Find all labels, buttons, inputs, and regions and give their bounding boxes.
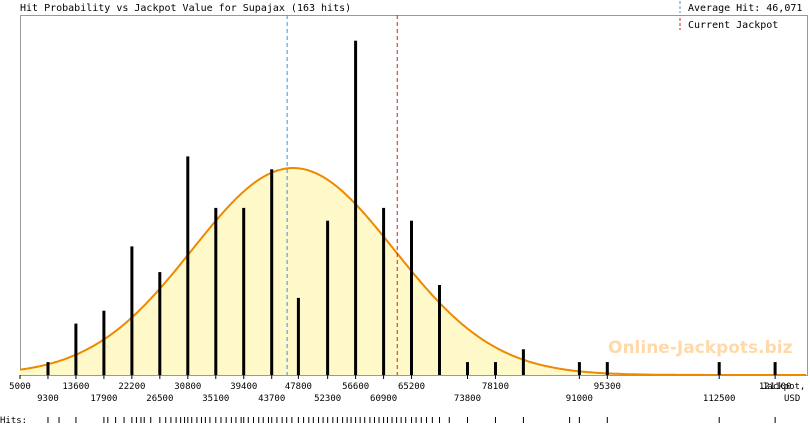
x-tick-label: 121100 xyxy=(759,382,792,392)
bar xyxy=(74,323,78,375)
x-axis-label: Jackpot, xyxy=(762,382,805,392)
bar xyxy=(102,310,106,375)
x-tick-label: 5000 xyxy=(9,382,31,392)
bar xyxy=(577,362,581,375)
bar xyxy=(521,349,525,375)
bar xyxy=(717,362,721,375)
bars-layer xyxy=(46,40,777,375)
x-tick-label: 73800 xyxy=(454,394,481,404)
bar xyxy=(466,362,469,375)
legend: Average Hit: 46,071 Current Jackpot xyxy=(678,0,810,31)
bar xyxy=(214,207,218,375)
bar xyxy=(354,40,358,375)
bar xyxy=(296,297,300,375)
x-tick-label: 47800 xyxy=(285,382,312,392)
bar xyxy=(382,207,386,375)
x-tick-label: 30800 xyxy=(174,382,201,392)
watermark: Online-Jackpots.biz xyxy=(608,338,793,358)
chart-title: Hit Probability vs Jackpot Value for Sup… xyxy=(20,3,351,14)
x-tick-label: 78100 xyxy=(482,382,509,392)
x-tick-label: 91000 xyxy=(566,394,593,404)
x-tick-label: 26500 xyxy=(146,394,173,404)
hits-label: Hits: xyxy=(0,416,27,425)
bar xyxy=(605,362,609,375)
x-tick-label: 9300 xyxy=(37,394,59,404)
x-axis: 5000 13600 22200 30800 39400 47800 56600 65200 7… xyxy=(9,375,791,404)
x-tick-label: 95300 xyxy=(594,382,621,392)
hits-rug xyxy=(47,417,776,423)
bar xyxy=(494,362,497,375)
legend-background xyxy=(678,0,810,14)
x-tick-label: 22200 xyxy=(118,382,145,392)
title-background xyxy=(18,0,380,14)
bar xyxy=(186,156,190,375)
x-tick-label: 13600 xyxy=(62,382,89,392)
x-tick-label: 43700 xyxy=(258,394,285,404)
x-tick-label: 112500 xyxy=(703,394,736,404)
x-tick-label: 39400 xyxy=(230,382,257,392)
x-tick-label: 65200 xyxy=(398,382,425,392)
bar xyxy=(46,362,50,375)
bar xyxy=(130,246,134,375)
x-tick-label: 17900 xyxy=(90,394,117,404)
bar xyxy=(438,285,441,375)
x-tick-label: 35100 xyxy=(202,394,229,404)
x-tick-label: 60900 xyxy=(370,394,397,404)
bar xyxy=(326,220,330,375)
x-tick-label: 56600 xyxy=(342,382,369,392)
x-tick-label: 52300 xyxy=(314,394,341,404)
bar xyxy=(773,362,777,375)
x-axis-unit: USD xyxy=(784,394,800,404)
legend-label: Average Hit: 46,071 xyxy=(688,3,802,14)
bar xyxy=(242,207,246,375)
legend-label: Current Jackpot xyxy=(688,20,778,31)
bar xyxy=(410,220,413,375)
reference-lines-layer xyxy=(286,15,398,375)
bar xyxy=(158,272,162,375)
bar xyxy=(270,169,274,375)
